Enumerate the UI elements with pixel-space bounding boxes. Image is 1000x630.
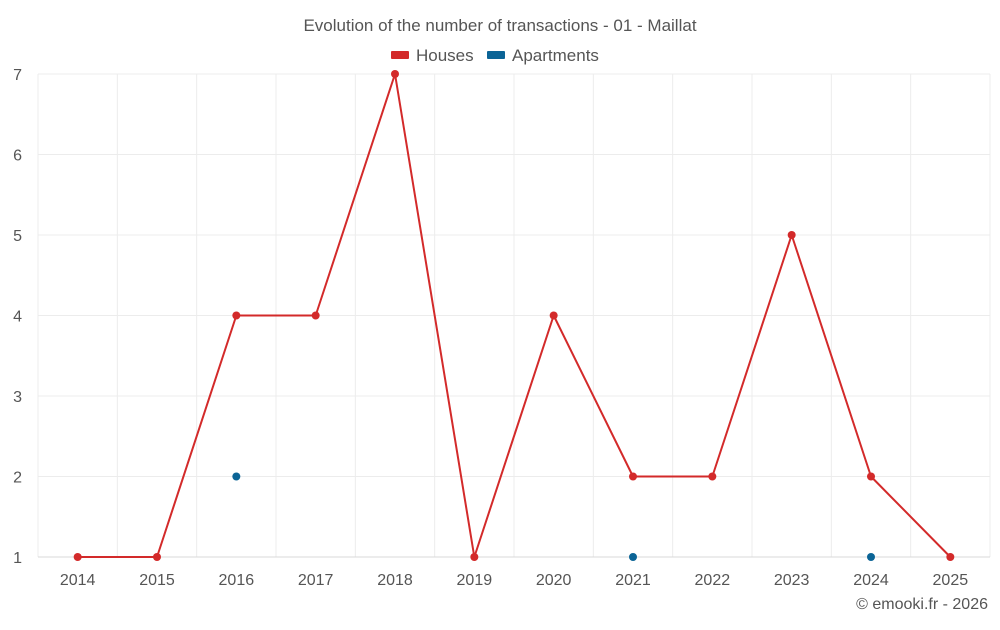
data-point-houses[interactable]: [946, 553, 955, 561]
data-point-houses[interactable]: [391, 70, 399, 78]
x-tick-label: 2023: [774, 572, 810, 589]
legend-swatch-houses: [391, 51, 409, 59]
data-point-houses[interactable]: [153, 553, 161, 561]
data-point-houses[interactable]: [708, 472, 717, 481]
x-tick-label: 2014: [60, 572, 96, 589]
y-tick-label: 2: [13, 470, 22, 487]
x-tick-label: 2024: [853, 572, 889, 589]
data-point-houses[interactable]: [629, 472, 637, 481]
series: [73, 70, 955, 561]
data-point-houses[interactable]: [73, 553, 82, 561]
x-tick-label: 2015: [139, 572, 175, 589]
legend-label-apartments: Apartments: [512, 46, 599, 65]
axes: 1 2 3 4 5 6 7 2014 2015 2016 2017 2018 2019 2020 2021 2…: [13, 67, 968, 589]
legend-item-houses[interactable]: Houses: [391, 46, 474, 65]
x-tick-label: 2017: [298, 572, 334, 589]
data-point-houses[interactable]: [470, 553, 479, 561]
x-tick-label: 2021: [615, 572, 651, 589]
y-tick-label: 5: [13, 228, 22, 245]
y-tick-label: 4: [13, 309, 22, 326]
legend-label-houses: Houses: [416, 46, 474, 65]
y-tick-label: 1: [13, 550, 22, 567]
x-tick-label: 2016: [219, 572, 255, 589]
y-tick-label: 6: [13, 148, 22, 165]
series-line-houses: [77, 73, 952, 558]
y-tick-label: 3: [13, 389, 22, 406]
legend-swatch-apartments: [487, 51, 505, 59]
y-tick-label: 7: [13, 67, 22, 84]
legend-item-apartments[interactable]: Apartments: [487, 46, 599, 65]
series-apartments: [232, 472, 875, 561]
x-tick-label: 2018: [377, 572, 413, 589]
legend: Houses Apartments: [391, 46, 599, 65]
credit-text: © emooki.fr - 2026: [856, 596, 988, 613]
x-tick-label: 2025: [933, 572, 969, 589]
x-tick-label: 2022: [695, 572, 731, 589]
data-point-houses[interactable]: [867, 472, 875, 481]
data-point-houses[interactable]: [549, 311, 558, 320]
x-tick-label: 2020: [536, 572, 572, 589]
chart-title: Evolution of the number of transactions …: [303, 16, 696, 35]
series-houses: [73, 70, 955, 561]
grid: [37, 73, 991, 558]
data-point-apartments[interactable]: [867, 553, 875, 561]
data-point-houses[interactable]: [311, 311, 320, 320]
data-point-houses[interactable]: [787, 231, 796, 239]
data-point-apartments[interactable]: [629, 553, 637, 561]
x-tick-label: 2019: [457, 572, 493, 589]
data-point-houses[interactable]: [232, 311, 241, 320]
data-point-apartments[interactable]: [232, 472, 241, 481]
